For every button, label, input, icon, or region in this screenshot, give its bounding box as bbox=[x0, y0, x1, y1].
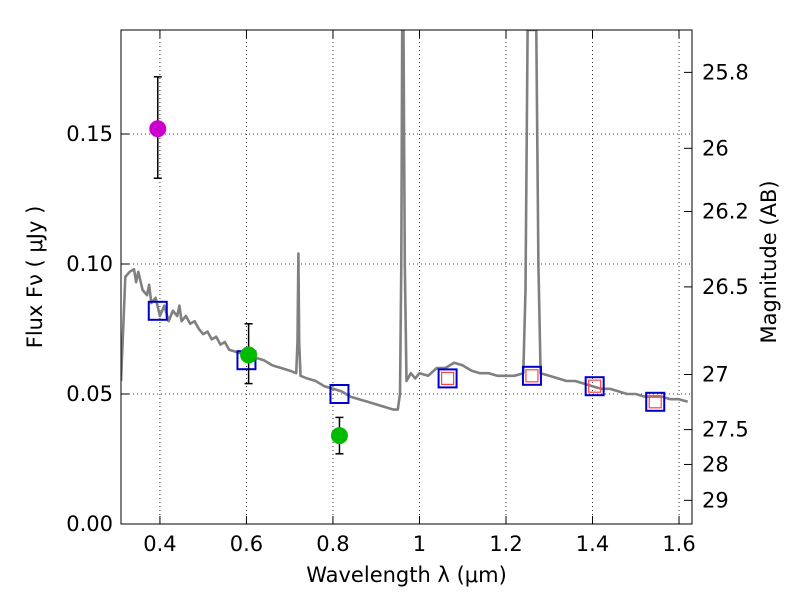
observed-data-point bbox=[240, 346, 258, 364]
plot-content bbox=[121, 30, 689, 455]
x-tick-label: 1.4 bbox=[576, 532, 609, 556]
plot-frame bbox=[120, 29, 693, 525]
model-photometry-square bbox=[329, 384, 350, 404]
x-tick-label: 1 bbox=[413, 532, 426, 556]
model-photometry-square bbox=[521, 365, 542, 386]
y2-tick-label: 26.5 bbox=[702, 275, 749, 299]
flagged-photometry-square bbox=[525, 369, 539, 383]
x-axis-label: Wavelength λ (μm) bbox=[306, 563, 507, 587]
axis-ticks bbox=[121, 30, 692, 525]
y-tick-label: 0.10 bbox=[66, 252, 113, 276]
observed-data-point bbox=[149, 120, 167, 138]
y-tick-label: 0.15 bbox=[66, 122, 113, 146]
x-tick-label: 1.2 bbox=[489, 532, 522, 556]
sed-model-line bbox=[121, 30, 689, 411]
flagged-photometry-square bbox=[588, 379, 602, 393]
y2-tick-label: 25.8 bbox=[702, 60, 749, 84]
x-tick-label: 0.6 bbox=[230, 532, 263, 556]
x-tick-label: 0.4 bbox=[143, 532, 176, 556]
y2-tick-label: 28 bbox=[702, 452, 729, 476]
x-tick-label: 0.8 bbox=[316, 532, 349, 556]
flagged-photometry-square bbox=[648, 395, 662, 409]
y2-axis-label: Magnitude (AB) bbox=[757, 180, 781, 343]
y2-tick-label: 26.2 bbox=[702, 199, 749, 223]
axis-labels: 0.4 0.6 0.8 1 1.2 1.4 1.6 0.00 0.05 0.10 0.15 25.8 2… bbox=[23, 60, 781, 587]
y2-tick-label: 27.5 bbox=[702, 418, 749, 442]
y-tick-label: 0.05 bbox=[66, 382, 113, 406]
x-tick-label: 1.6 bbox=[662, 532, 695, 556]
y2-tick-label: 26 bbox=[702, 136, 729, 160]
model-photometry-square bbox=[584, 376, 605, 397]
y2-tick-label: 29 bbox=[702, 488, 729, 512]
model-photometry-square bbox=[645, 391, 666, 412]
observed-data-point bbox=[330, 427, 348, 445]
y2-tick-label: 27 bbox=[702, 363, 729, 387]
flagged-photometry-square bbox=[440, 371, 455, 385]
y-axis-label: Flux Fν ( μJy ) bbox=[23, 206, 47, 349]
y-tick-label: 0.00 bbox=[66, 512, 113, 536]
model-photometry-square bbox=[437, 368, 458, 389]
model-photometry-square bbox=[147, 300, 168, 321]
